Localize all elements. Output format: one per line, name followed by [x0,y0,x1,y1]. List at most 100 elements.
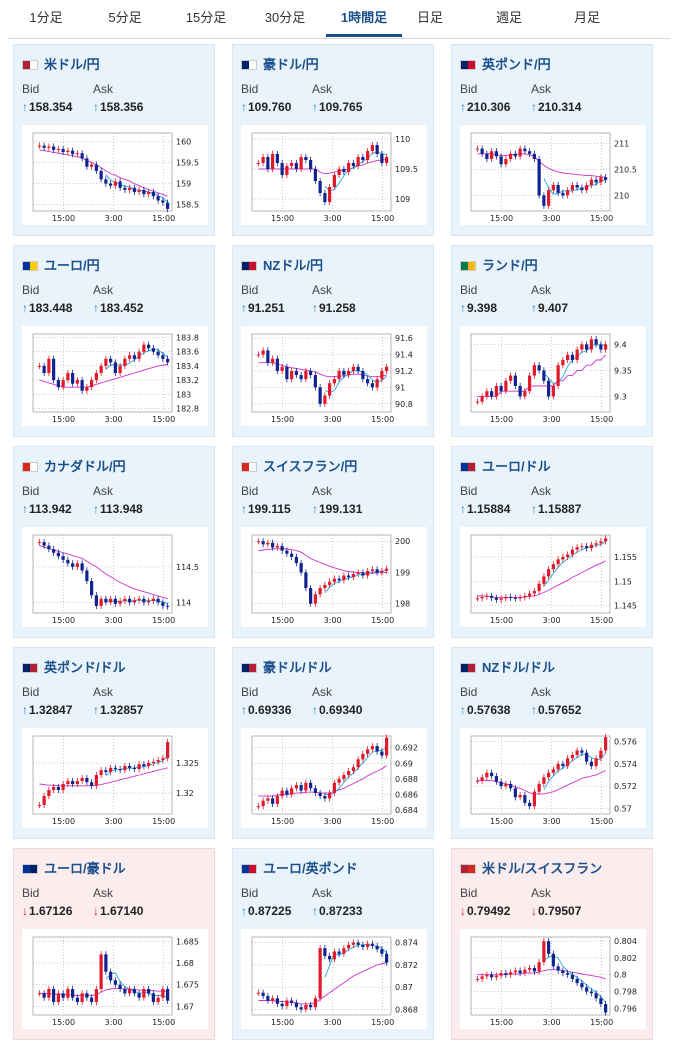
tab-4[interactable]: 1時間足 [326,0,402,37]
candle-body [542,195,546,206]
candle-body [156,760,160,762]
candle-body [313,169,317,181]
price-chart[interactable]: 0.692 0.69 0.688 0.686 0.684 15:00 3:00 15:00 [241,728,427,828]
ask-label: Ask [531,886,552,900]
candle-body [304,157,308,160]
candle-body [551,386,555,397]
candle-body [347,771,351,775]
pair-title[interactable]: 英ポンド/ドル [22,657,126,675]
candle-body [99,365,103,373]
candle-body [518,970,522,974]
candle-body [290,1000,294,1003]
pair-title[interactable]: 英ポンド/円 [460,54,551,72]
candle-body [318,181,322,193]
candle-body [370,746,374,750]
pair-title[interactable]: 米ドル/スイスフラン [460,858,603,876]
ma-line [39,364,168,388]
ask-label: Ask [93,484,114,498]
candle-body [504,596,508,599]
price-chart[interactable]: 114.5 114 15:00 3:00 15:00 [22,527,208,627]
pair-title[interactable]: ランド/円 [460,255,538,273]
candle-body [485,153,489,159]
price-chart[interactable]: 1.685 1.68 1.675 1.67 15:00 3:00 15:00 [22,929,208,1029]
x-tick-label: 3:00 [543,817,561,826]
chart-svg: 211 210.5 210 15:00 3:00 15:00 [470,132,637,223]
candle-body [37,805,41,806]
candle-body [337,169,341,175]
tab-1[interactable]: 5分足 [108,10,142,25]
candle-body [528,802,532,807]
candle-body [342,370,346,376]
candle-body [294,556,298,564]
price-chart[interactable]: 0.576 0.574 0.572 0.57 15:00 3:00 15:00 [460,728,646,828]
price-chart[interactable]: 1.325 1.32 15:00 3:00 15:00 [22,728,208,828]
tab-6[interactable]: 週足 [495,10,522,25]
tab-2[interactable]: 15分足 [185,10,227,25]
pair-title[interactable]: NZドル/円 [241,255,323,273]
candle-body [351,574,355,578]
candle-body [332,379,336,384]
y-tick-label: 1.67 [176,1002,194,1011]
pair-title[interactable]: スイスフラン/円 [241,456,357,474]
pair-title[interactable]: 米ドル/円 [22,54,100,72]
tab-7[interactable]: 月足 [573,10,600,25]
pair-title[interactable]: ユーロ/ドル [460,456,551,474]
x-tick-label: 3:00 [105,1018,123,1027]
y-tick-label: 183.6 [176,348,199,357]
candle-body [370,943,374,946]
price-chart[interactable]: 211 210.5 210 15:00 3:00 15:00 [460,125,646,225]
tab-5[interactable]: 日足 [416,10,443,25]
y-tick-label: 1.145 [614,602,637,611]
candle-body [480,596,484,599]
candle-body [575,547,579,550]
candle-body [599,750,603,759]
candle-body [75,781,79,784]
candle-body [585,752,589,762]
candle-body [142,989,146,998]
pair-card: ユーロ/ドル Bid Ask ↑1.15884 ↑1.15887 1.155 1.15 1.1… [451,446,653,638]
arrow-up-icon: ↑ [241,904,247,918]
short-ma-line [543,541,606,587]
candle-body [332,782,336,793]
x-tick-label: 3:00 [543,1018,561,1027]
pair-title[interactable]: ユーロ/豪ドル [22,858,126,876]
y-tick-label: 1.325 [176,759,199,768]
candle-body [42,145,46,148]
candle-body [90,581,94,596]
pair-title[interactable]: NZドル/ドル [460,657,555,675]
candle-body [547,190,551,206]
price-chart[interactable]: 0.874 0.872 0.87 0.868 15:00 3:00 15:00 [241,929,427,1029]
x-tick-label: 15:00 [271,1018,294,1027]
plot-frame [251,132,392,212]
bid-value: ↑0.87225 [241,904,291,918]
candle-body [566,190,570,196]
plot-frame [32,534,173,614]
plot-frame [470,735,611,815]
pair-title[interactable]: ユーロ/円 [22,255,100,273]
candle-body [599,344,603,350]
tab-0[interactable]: 1分足 [29,10,63,25]
pair-name: 米ドル/スイスフラン [482,861,603,876]
candle-body [42,796,46,805]
candle-body [594,339,598,345]
price-chart[interactable]: 183.8 183.6 183.4 183.2 183 182.8 15:00 3:00 15:… [22,326,208,426]
price-chart[interactable]: 110 109.5 109 15:00 3:00 15:00 [241,125,427,225]
price-chart[interactable]: 160 159.5 159 158.5 15:00 3:00 15:00 [22,125,208,225]
arrow-up-icon: ↑ [312,703,318,717]
price-chart[interactable]: 91.6 91.4 91.2 91 90.8 15:00 3:00 15:00 [241,326,427,426]
price-chart[interactable]: 9.4 9.35 9.3 15:00 3:00 15:00 [460,326,646,426]
pair-title[interactable]: ユーロ/英ポンド [241,858,358,876]
candle-body [361,157,365,160]
candle-body [118,600,122,604]
pair-title[interactable]: 豪ドル/円 [241,54,319,72]
ma-line [477,153,606,178]
candle-body [604,737,608,751]
pair-title[interactable]: カナダドル/円 [22,456,126,474]
tab-3[interactable]: 30分足 [264,10,306,25]
price-chart[interactable]: 200 199 198 15:00 3:00 15:00 [241,527,427,627]
pair-title[interactable]: 豪ドル/ドル [241,657,332,675]
y-tick-label: 1.15 [614,577,632,586]
arrow-up-icon: ↑ [93,301,99,315]
price-chart[interactable]: 1.155 1.15 1.145 15:00 3:00 15:00 [460,527,646,627]
price-chart[interactable]: 0.804 0.802 0.8 0.798 0.796 15:00 3:00 15:00 [460,929,646,1029]
